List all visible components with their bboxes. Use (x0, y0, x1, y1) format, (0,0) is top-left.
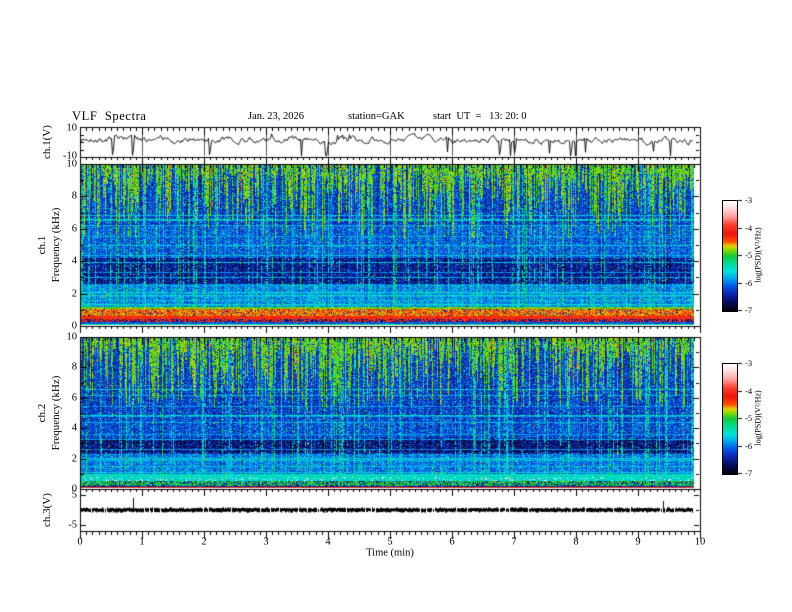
colorbar-label-ch1: log(PSD)(V²/Hz) (753, 227, 763, 283)
colorbar-ch2 (722, 363, 738, 475)
figure-start-ut: start UT = 13: 20: 0 (433, 111, 527, 122)
y-axis-label-freq2: Frequency (kHz) (50, 375, 62, 451)
y-axis-label-freq1: Frequency (kHz) (50, 207, 62, 283)
figure-title: VLF Spectra (72, 109, 147, 123)
y-axis-label-ch1v: ch.1(V) (41, 125, 53, 159)
y-axis-label-ch1: ch.1 (36, 235, 48, 255)
y-axis-label-ch2: ch.2 (36, 403, 48, 423)
figure-station: station=GAK (348, 111, 405, 122)
colorbar-ch1 (722, 200, 738, 312)
y-axis-label-ch3v: ch.3(V) (41, 493, 53, 527)
colorbar-label-ch2: log(PSD)(V²/Hz) (753, 390, 763, 446)
x-axis-title: Time (min) (366, 547, 414, 559)
figure-date: Jan. 23, 2026 (248, 111, 304, 122)
